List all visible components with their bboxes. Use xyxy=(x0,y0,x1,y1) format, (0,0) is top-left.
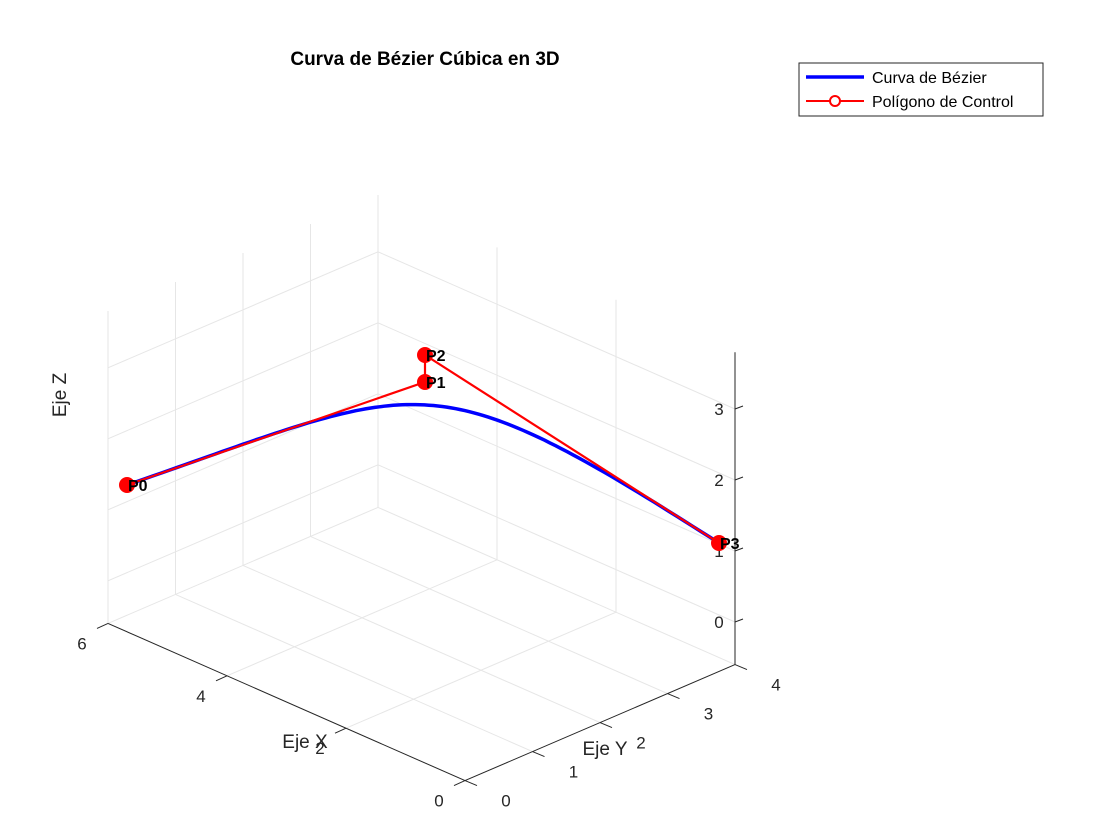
grid-line-backy-z xyxy=(377,322,736,481)
bezier-curve xyxy=(126,402,720,545)
grid-line-backx-z xyxy=(107,251,379,369)
legend-marker-control xyxy=(829,95,841,107)
y-axis-label: Eje Y xyxy=(582,739,627,760)
grid-lines xyxy=(107,195,736,782)
y-tick-label: 1 xyxy=(569,763,578,782)
z-tick-label: 3 xyxy=(714,400,723,419)
x-tick-label: 0 xyxy=(434,792,443,811)
control-point-p0 xyxy=(119,477,135,493)
grid-line-floor-y xyxy=(377,506,736,666)
y-tick-mark xyxy=(532,751,545,758)
y-tick-mark xyxy=(667,693,680,700)
grid-line-backx-z xyxy=(107,464,379,582)
legend-box xyxy=(798,62,1044,117)
control-point-p1 xyxy=(417,374,433,390)
y-tick-label: 2 xyxy=(636,734,645,753)
y-tick-mark xyxy=(599,722,613,729)
x-tick-mark xyxy=(334,727,347,734)
z-tick-label: 0 xyxy=(714,613,723,632)
control-point-label-p1: P1 xyxy=(426,375,446,392)
legend-entry-control[interactable]: Polígono de Control xyxy=(806,94,1013,111)
chart-title: Curva de Bézier Cúbica en 3D xyxy=(290,49,559,70)
grid-line-backy-z xyxy=(377,464,736,623)
z-axis-label: Eje Z xyxy=(50,372,71,417)
x-tick-label: 6 xyxy=(77,634,86,653)
y-tick-label: 4 xyxy=(771,676,780,695)
z-tick-label: 1 xyxy=(714,542,723,561)
axes: 0 2 4 6 0 1 2 3 4 0 1 2 3 xyxy=(77,352,781,811)
z-tick-mark xyxy=(734,405,744,410)
control-point-p3 xyxy=(711,535,727,551)
control-point-label-p2: P2 xyxy=(426,348,446,365)
x-tick-mark xyxy=(96,622,109,629)
grid-line-backy-z xyxy=(377,393,736,552)
z-tick-mark xyxy=(734,618,744,623)
z-tick-mark xyxy=(734,476,744,481)
control-polygon xyxy=(126,352,720,544)
grid-line-backx-z xyxy=(107,322,379,440)
legend-entry-bezier[interactable]: Curva de Bézier xyxy=(806,70,987,87)
legend-label-bezier: Curva de Bézier xyxy=(872,70,987,87)
legend-label-control: Polígono de Control xyxy=(872,94,1013,111)
control-point-label-p3: P3 xyxy=(720,536,740,553)
z-tick-label: 2 xyxy=(714,471,723,490)
grid-line-floor-y xyxy=(175,593,533,753)
y-tick-mark xyxy=(734,664,748,671)
grid-line-backy-z xyxy=(377,251,736,410)
control-point-label-p0: P0 xyxy=(128,478,148,495)
control-point-p2 xyxy=(417,347,433,363)
data-layer: P0 P1 P2 P3 xyxy=(119,347,740,553)
y-tick-label: 0 xyxy=(501,792,510,811)
legend[interactable]: Curva de Bézier Polígono de Control xyxy=(798,62,1044,117)
y-tick-mark xyxy=(464,780,478,787)
grid-line-floor-y xyxy=(242,564,601,724)
y-tick-label: 3 xyxy=(704,705,713,724)
x-tick-label: 2 xyxy=(315,739,324,758)
x-tick-label: 4 xyxy=(196,687,205,706)
x-tick-mark xyxy=(453,780,466,787)
x-tick-mark xyxy=(215,675,228,682)
z-tick-mark xyxy=(734,547,744,552)
grid-line-floor-y xyxy=(310,535,668,695)
x-axis-label: Eje X xyxy=(282,732,328,753)
x-axis-line xyxy=(107,622,466,782)
